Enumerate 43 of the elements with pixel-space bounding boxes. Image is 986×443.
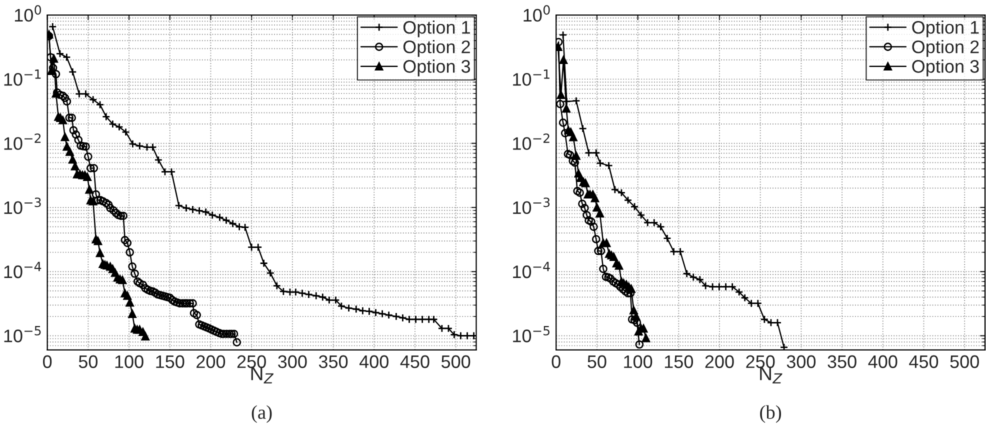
x-tick-label: 250	[237, 355, 266, 368]
x-axis-title: N$_{Z}$	[251, 366, 274, 384]
x-tick-label: 0	[43, 355, 52, 368]
y-tick-label: 10$^{−3}$	[513, 198, 550, 214]
y-tick-label: 10$^{−4}$	[513, 262, 550, 278]
x-tick-label: 200	[196, 355, 226, 368]
text: (b)	[760, 405, 782, 423]
x-tick-label: 500	[950, 355, 979, 368]
x-tick-label: 200	[705, 355, 734, 368]
y-tick-label: 10$^{−2}$	[4, 133, 41, 150]
y-tick-label: 10$^{−3}$	[4, 198, 41, 214]
x-tick-label: 300	[786, 355, 816, 368]
x-tick-label: 150	[664, 355, 694, 368]
y-tick-label: 10$^{−2}$	[513, 133, 550, 150]
x-tick-label: 350	[318, 355, 348, 368]
legend-label: Option 1	[403, 20, 470, 38]
x-tick-label: 300	[278, 355, 307, 368]
x-tick-label: 100	[115, 355, 144, 368]
y-tick-label: 10$^{−1}$	[513, 69, 550, 86]
x-tick-label: 100	[624, 355, 652, 368]
legend-label: Option 3	[912, 60, 979, 76]
x-tick-label: 150	[156, 355, 184, 368]
text: (a)	[252, 405, 272, 423]
x-tick-label: 350	[828, 355, 856, 368]
legend-label: Option 1	[912, 20, 979, 38]
y-tick-label: 10$^{−1}$	[4, 69, 41, 86]
x-tick-label: 400	[359, 355, 388, 368]
legend-label: Option 2	[403, 40, 470, 57]
y-tick-label: 10$^{0}$	[524, 5, 550, 22]
y-tick-label: 10$^{−4}$	[4, 262, 42, 278]
y-tick-label: 10$^{0}$	[14, 5, 42, 22]
x-tick-label: 400	[868, 355, 898, 368]
x-tick-label: 450	[909, 355, 938, 368]
x-tick-label: 500	[441, 355, 470, 368]
legend-label: Option 2	[912, 40, 979, 57]
x-tick-label: 0	[552, 355, 560, 368]
x-tick-label: 50	[588, 355, 606, 368]
x-tick-label: 50	[78, 355, 98, 368]
x-tick-label: 450	[400, 355, 430, 368]
legend-label: Option 3	[403, 60, 470, 76]
x-tick-label: 250	[746, 355, 775, 368]
y-tick-label: 10$^{−5}$	[513, 326, 550, 342]
y-tick-label: 10$^{−5}$	[4, 326, 41, 342]
